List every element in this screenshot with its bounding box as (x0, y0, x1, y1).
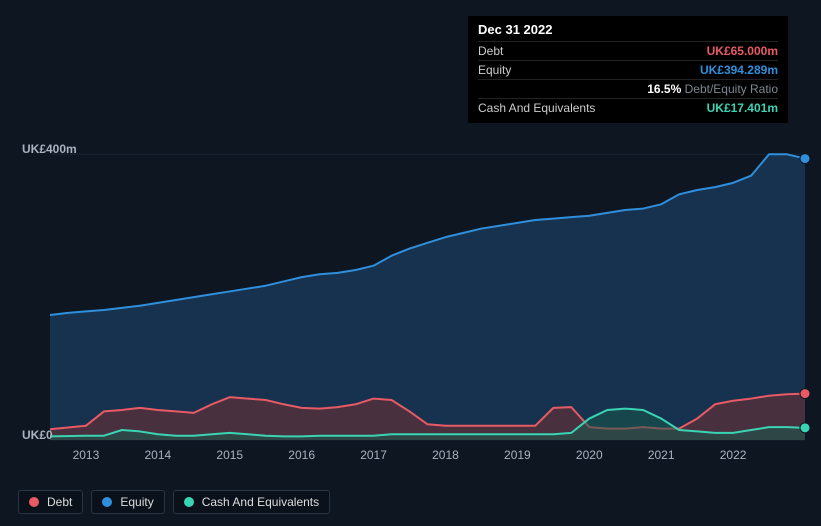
legend-label: Debt (47, 495, 72, 509)
legend-label: Equity (120, 495, 153, 509)
y-tick-label: UK£0 (22, 428, 53, 442)
x-tick-label: 2016 (288, 448, 315, 462)
x-tick-label: 2015 (216, 448, 243, 462)
tooltip-row: Cash And Equivalents UK£17.401m (478, 98, 778, 117)
legend-item-cash-and-equivalents[interactable]: Cash And Equivalents (173, 490, 330, 514)
chart-legend: Debt Equity Cash And Equivalents (18, 490, 330, 514)
tooltip-row-value: UK£17.401m (707, 101, 778, 115)
chart-tooltip: Dec 31 2022 Debt UK£65.000m Equity UK£394.2… (468, 16, 788, 123)
x-tick-label: 2017 (360, 448, 387, 462)
tooltip-row-value: 16.5% Debt/Equity Ratio (647, 82, 778, 96)
x-tick-label: 2013 (73, 448, 100, 462)
tooltip-row: Equity UK£394.289m (478, 60, 778, 79)
legend-dot-icon (184, 497, 194, 507)
x-tick-label: 2022 (720, 448, 747, 462)
legend-dot-icon (29, 497, 39, 507)
legend-dot-icon (102, 497, 112, 507)
x-tick-label: 2014 (144, 448, 171, 462)
x-tick-label: 2021 (648, 448, 675, 462)
tooltip-row: Debt UK£65.000m (478, 41, 778, 60)
tooltip-row: 16.5% Debt/Equity Ratio (478, 79, 778, 98)
tooltip-row-label: Debt (478, 44, 503, 58)
tooltip-row-label: Cash And Equivalents (478, 101, 595, 115)
tooltip-row-value: UK£394.289m (700, 63, 778, 77)
legend-label: Cash And Equivalents (202, 495, 319, 509)
financial-chart: UK£0 UK£400m 2013 2014 2015 2016 2017 2018 2019… (0, 0, 821, 526)
x-tick-label: 2020 (576, 448, 603, 462)
legend-item-equity[interactable]: Equity (91, 490, 164, 514)
x-tick-label: 2019 (504, 448, 531, 462)
y-tick-label: UK£400m (22, 142, 77, 156)
tooltip-row-value: UK£65.000m (707, 44, 778, 58)
legend-item-debt[interactable]: Debt (18, 490, 83, 514)
tooltip-row-label: Equity (478, 63, 511, 77)
x-tick-label: 2018 (432, 448, 459, 462)
tooltip-title: Dec 31 2022 (478, 22, 778, 41)
